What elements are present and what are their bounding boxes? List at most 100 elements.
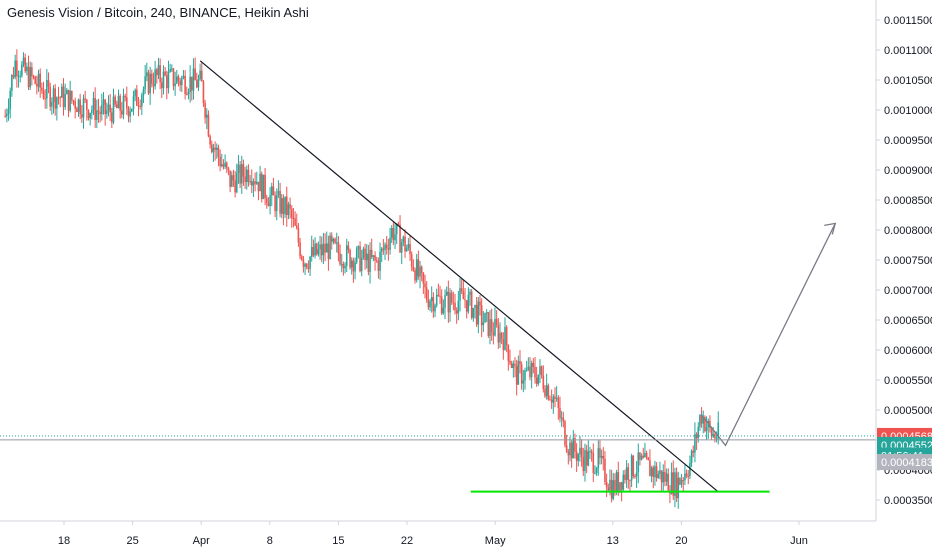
candle-down	[337, 242, 340, 254]
candle-up	[82, 98, 85, 118]
candle-down	[532, 362, 535, 367]
candle-down	[272, 186, 275, 196]
candle-up	[180, 78, 183, 86]
x-tick-label: 25	[126, 535, 138, 547]
candle-up	[277, 190, 280, 196]
candle-up	[677, 477, 680, 499]
y-tick-label: 0.0009500	[884, 135, 932, 147]
candle-up	[37, 73, 40, 87]
candle-down	[151, 73, 153, 84]
candle-down	[475, 304, 478, 325]
candle-down	[282, 198, 285, 215]
candle-up	[402, 236, 405, 243]
candle-down	[397, 223, 400, 225]
candle-up	[131, 108, 133, 112]
candle-down	[679, 477, 681, 485]
candle-down	[156, 69, 158, 76]
candle-down	[610, 479, 613, 499]
candle-up	[702, 417, 705, 424]
candle-down	[642, 455, 645, 458]
candle-up	[335, 242, 338, 244]
candle-up	[640, 455, 643, 460]
candle-up	[61, 86, 63, 98]
candle-down	[27, 66, 30, 88]
candle-down	[585, 450, 588, 466]
candle-down	[509, 360, 511, 364]
candle-up	[637, 452, 640, 473]
downtrend-line[interactable]	[199, 60, 720, 493]
candle-up	[106, 110, 108, 115]
candle-down	[24, 57, 26, 72]
candle-down	[422, 272, 425, 284]
candle-down	[124, 95, 126, 98]
candle-down	[36, 83, 38, 87]
candle-up	[670, 472, 673, 494]
candle-up	[77, 99, 80, 113]
candle-down	[460, 288, 463, 292]
candle-up	[405, 247, 408, 252]
candle-up	[237, 164, 240, 173]
time-axis: 18 25 Apr 8 15 22 May 13 20 Jun	[58, 521, 808, 547]
candle-down	[520, 364, 523, 384]
candle-up	[474, 304, 476, 308]
candle-down	[454, 302, 456, 311]
candle-up	[484, 313, 486, 323]
candle-up	[107, 104, 110, 111]
candle-up	[325, 243, 328, 253]
candle-down	[312, 247, 315, 256]
candle-down	[452, 302, 455, 304]
candle-up	[430, 297, 433, 302]
candle-down	[47, 80, 50, 87]
candle-down	[437, 294, 440, 296]
candle-down	[219, 156, 221, 167]
candle-down	[97, 110, 100, 113]
candle-down	[139, 105, 141, 107]
candle-down	[59, 97, 61, 99]
candle-up	[319, 244, 321, 250]
candle-down	[660, 470, 663, 483]
candle-up	[189, 76, 191, 93]
candles-layer	[4, 49, 720, 509]
candle-down	[675, 472, 678, 499]
candle-down	[289, 204, 291, 209]
candle-up	[91, 109, 93, 113]
projection-path[interactable]	[700, 223, 836, 447]
candle-up	[579, 447, 581, 455]
candle-down	[299, 242, 301, 257]
candle-up	[400, 242, 403, 253]
candle-down	[324, 243, 326, 253]
candle-down	[295, 225, 298, 229]
candle-down	[590, 451, 593, 454]
candle-up	[354, 262, 356, 272]
candle-up	[584, 450, 586, 471]
candle-up	[11, 75, 13, 91]
y-tick-label: 0.0006000	[884, 345, 932, 357]
candle-up	[504, 327, 506, 350]
candle-down	[41, 87, 43, 91]
candle-down	[645, 453, 648, 458]
candle-down	[410, 254, 413, 267]
candle-up	[662, 471, 665, 483]
candle-up	[489, 319, 491, 336]
candle-down	[464, 299, 466, 301]
candle-down	[111, 112, 113, 123]
candle-down	[500, 332, 503, 340]
candle-up	[19, 75, 21, 77]
candle-up	[689, 462, 691, 477]
candle-down	[86, 99, 88, 111]
x-tick-label: May	[485, 535, 506, 547]
candle-down	[300, 256, 303, 260]
candle-down	[204, 102, 206, 118]
candle-down	[297, 228, 300, 243]
candle-down	[305, 263, 308, 268]
candle-up	[482, 322, 485, 326]
candle-up	[230, 175, 233, 187]
x-tick-label: 13	[607, 535, 619, 547]
candle-down	[540, 366, 543, 376]
candle-up	[537, 374, 540, 384]
candle-down	[234, 180, 236, 193]
candle-down	[294, 218, 296, 226]
candle-up	[102, 99, 105, 105]
candle-up	[345, 245, 348, 266]
